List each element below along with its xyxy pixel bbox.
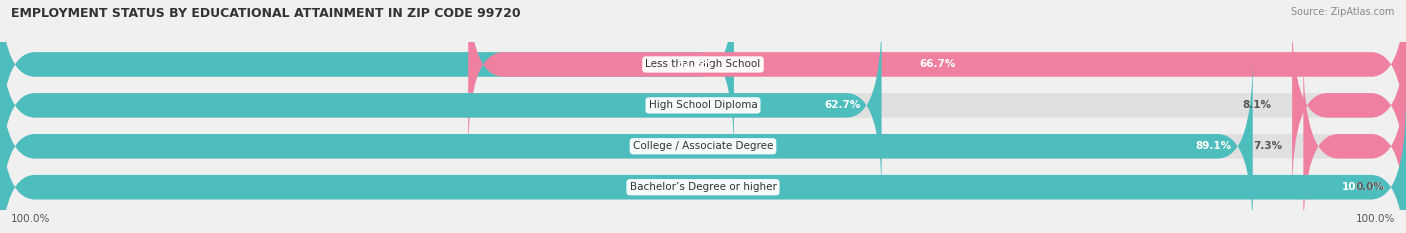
FancyBboxPatch shape — [468, 0, 1406, 154]
FancyBboxPatch shape — [1303, 56, 1406, 233]
FancyBboxPatch shape — [0, 15, 1406, 195]
FancyBboxPatch shape — [1292, 15, 1406, 195]
Text: Source: ZipAtlas.com: Source: ZipAtlas.com — [1291, 7, 1395, 17]
Text: EMPLOYMENT STATUS BY EDUCATIONAL ATTAINMENT IN ZIP CODE 99720: EMPLOYMENT STATUS BY EDUCATIONAL ATTAINM… — [11, 7, 520, 20]
Text: College / Associate Degree: College / Associate Degree — [633, 141, 773, 151]
Text: 52.2%: 52.2% — [676, 59, 713, 69]
Text: 100.0%: 100.0% — [11, 214, 51, 224]
Text: 7.3%: 7.3% — [1253, 141, 1282, 151]
FancyBboxPatch shape — [0, 56, 1253, 233]
Text: 62.7%: 62.7% — [824, 100, 860, 110]
FancyBboxPatch shape — [0, 0, 734, 154]
Text: 100.0%: 100.0% — [1355, 214, 1395, 224]
Text: 8.1%: 8.1% — [1241, 100, 1271, 110]
Text: 66.7%: 66.7% — [920, 59, 955, 69]
FancyBboxPatch shape — [0, 97, 1406, 233]
Text: 100.0%: 100.0% — [1341, 182, 1385, 192]
FancyBboxPatch shape — [0, 15, 882, 195]
FancyBboxPatch shape — [0, 56, 1406, 233]
Text: 0.0%: 0.0% — [1355, 182, 1385, 192]
Text: Bachelor’s Degree or higher: Bachelor’s Degree or higher — [630, 182, 776, 192]
Text: Less than High School: Less than High School — [645, 59, 761, 69]
FancyBboxPatch shape — [0, 97, 1406, 233]
FancyBboxPatch shape — [0, 0, 1406, 154]
Text: High School Diploma: High School Diploma — [648, 100, 758, 110]
Text: 89.1%: 89.1% — [1195, 141, 1232, 151]
